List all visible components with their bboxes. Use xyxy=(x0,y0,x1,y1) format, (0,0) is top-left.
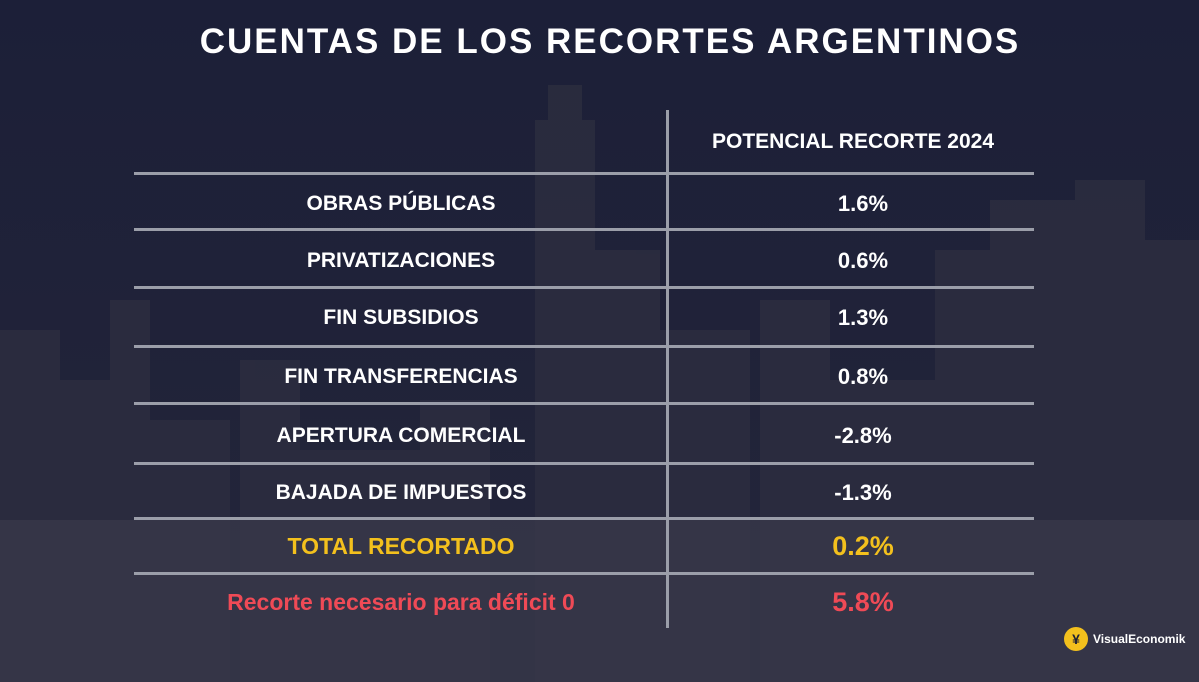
table-divider xyxy=(134,517,1034,520)
row-label: BAJADA DE IMPUESTOS xyxy=(275,481,527,504)
total-label: TOTAL RECORTADO xyxy=(287,533,515,559)
row-label: FIN TRANSFERENCIAS xyxy=(284,365,518,388)
row-value: 1.3% xyxy=(837,305,889,330)
needed-label: Recorte necesario para déficit 0 xyxy=(227,589,575,615)
brand-name: VisualEconomik xyxy=(1093,632,1186,646)
row-value: -2.8% xyxy=(834,423,892,448)
row-label: OBRAS PÚBLICAS xyxy=(306,192,496,215)
row-label: PRIVATIZACIONES xyxy=(306,249,496,272)
row-label: FIN SUBSIDIOS xyxy=(323,306,479,329)
row-value: 1.6% xyxy=(837,191,889,216)
column-header-potencial-recorte: POTENCIAL RECORTE 2024 xyxy=(711,130,994,153)
row-value: 0.8% xyxy=(837,364,889,389)
table-vertical-divider xyxy=(666,110,669,628)
page-title: CUENTAS DE LOS RECORTES ARGENTINOS xyxy=(199,22,1021,61)
table-divider xyxy=(134,286,1034,289)
table-divider xyxy=(134,172,1034,175)
table-divider xyxy=(134,572,1034,575)
table-divider xyxy=(134,402,1034,405)
row-value: -1.3% xyxy=(834,480,892,505)
table-divider xyxy=(134,462,1034,465)
needed-value: 5.8% xyxy=(832,587,894,617)
total-value: 0.2% xyxy=(832,531,894,561)
brand-watermark: ¥ VisualEconomik xyxy=(1064,626,1185,652)
brand-logo-icon: ¥ xyxy=(1064,627,1088,651)
row-label: APERTURA COMERCIAL xyxy=(276,424,526,447)
row-value: 0.6% xyxy=(837,248,889,273)
table-divider xyxy=(134,228,1034,231)
table-divider xyxy=(134,345,1034,348)
